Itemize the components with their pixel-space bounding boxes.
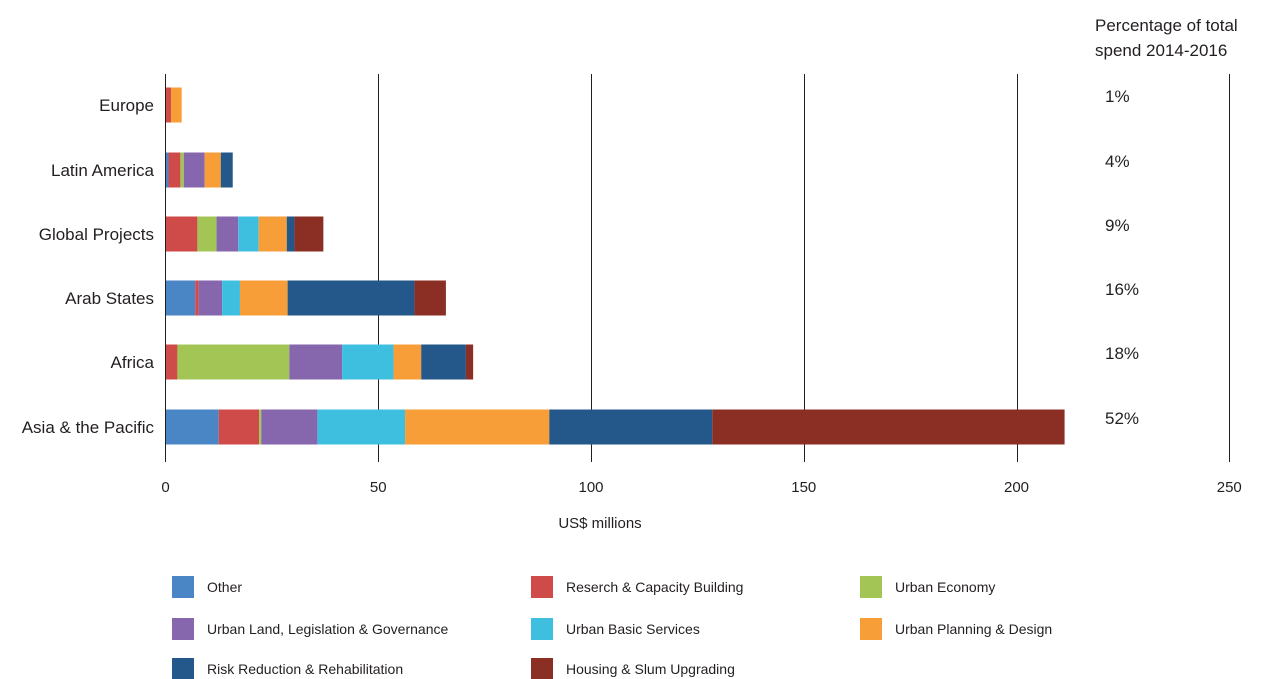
bar-segment bbox=[180, 152, 184, 188]
legend-swatch bbox=[531, 658, 553, 679]
legend-swatch bbox=[172, 576, 194, 598]
bars bbox=[165, 87, 1065, 445]
x-tick-label: 100 bbox=[578, 479, 603, 496]
bar-segment bbox=[165, 344, 178, 380]
category-label: Europe bbox=[99, 96, 154, 115]
bar-segment bbox=[289, 344, 343, 380]
bar-segment bbox=[286, 216, 295, 252]
bar-segment bbox=[165, 409, 219, 445]
category-label: Arab States bbox=[65, 289, 154, 308]
grid-lines bbox=[378, 74, 1230, 462]
bar-segment bbox=[177, 344, 290, 380]
bar-segment bbox=[317, 409, 406, 445]
legend-swatch bbox=[172, 658, 194, 679]
bar-segment bbox=[204, 152, 221, 188]
legend-item: Urban Planning & Design bbox=[860, 618, 1052, 640]
percentage-label: 16% bbox=[1105, 280, 1139, 299]
percentage-label: 1% bbox=[1105, 87, 1130, 106]
percentage-label: 9% bbox=[1105, 216, 1130, 235]
legend-item: Reserch & Capacity Building bbox=[531, 576, 743, 598]
legend-swatch bbox=[860, 618, 882, 640]
bar-segment bbox=[342, 344, 394, 380]
bar-segment bbox=[165, 152, 169, 188]
bar-segment bbox=[393, 344, 422, 380]
x-tick-label: 200 bbox=[1004, 479, 1029, 496]
legend-swatch bbox=[172, 618, 194, 640]
bar-segment bbox=[198, 280, 223, 316]
bar-segment bbox=[165, 216, 198, 252]
bar-segment bbox=[222, 280, 240, 316]
legend-label: Housing & Slum Upgrading bbox=[566, 661, 735, 677]
legend-swatch bbox=[860, 576, 882, 598]
bar-segment bbox=[414, 280, 446, 316]
bar-segment bbox=[239, 280, 288, 316]
legend-item: Urban Basic Services bbox=[531, 618, 700, 640]
percentage-header: Percentage of total spend 2014-2016 bbox=[1095, 16, 1242, 60]
bar-segment bbox=[258, 216, 287, 252]
x-tick-label: 150 bbox=[791, 479, 816, 496]
category-label: Africa bbox=[111, 353, 155, 372]
category-label: Global Projects bbox=[39, 225, 154, 244]
percentage-labels: 1% 4% 9% 16% 18% 52% bbox=[1105, 87, 1139, 428]
bar-segment bbox=[168, 152, 181, 188]
bar-segment bbox=[421, 344, 466, 380]
bar-segment bbox=[216, 216, 239, 252]
category-label: Asia & the Pacific bbox=[22, 418, 155, 437]
bar-segment bbox=[183, 152, 205, 188]
legend-item: Urban Economy bbox=[860, 576, 995, 598]
bar-segment bbox=[405, 409, 550, 445]
legend-label: Urban Economy bbox=[895, 579, 995, 595]
bar-segment bbox=[171, 87, 182, 123]
legend-label: Reserch & Capacity Building bbox=[566, 579, 743, 595]
legend-label: Urban Land, Legislation & Governance bbox=[207, 621, 448, 637]
legend-swatch bbox=[531, 576, 553, 598]
category-labels: Europe Latin America Global Projects Arab S… bbox=[22, 96, 155, 437]
legend-item: Other bbox=[172, 576, 242, 598]
legend-label: Urban Basic Services bbox=[566, 621, 700, 637]
percentage-label: 52% bbox=[1105, 409, 1139, 428]
bar-segment bbox=[259, 409, 262, 445]
percentage-label: 18% bbox=[1105, 344, 1139, 363]
legend-item: Urban Land, Legislation & Governance bbox=[172, 618, 448, 640]
legend: Other Reserch & Capacity Building Urban Ec… bbox=[172, 576, 1052, 679]
bar-segment bbox=[549, 409, 713, 445]
bar-segment bbox=[294, 216, 324, 252]
bar-segment bbox=[165, 87, 172, 123]
legend-label: Risk Reduction & Rehabilitation bbox=[207, 661, 403, 677]
bar-segment bbox=[220, 152, 233, 188]
x-tick-label: 50 bbox=[370, 479, 387, 496]
bar-segment bbox=[261, 409, 318, 445]
bar-segment bbox=[218, 409, 260, 445]
percentage-label: 4% bbox=[1105, 152, 1130, 171]
bar-segment bbox=[197, 216, 217, 252]
legend-item: Housing & Slum Upgrading bbox=[531, 658, 735, 679]
bar-segment bbox=[465, 344, 474, 380]
bar-segment bbox=[287, 280, 415, 316]
legend-label: Other bbox=[207, 579, 242, 595]
bar-segment bbox=[238, 216, 259, 252]
x-tick-label: 250 bbox=[1217, 479, 1242, 496]
legend-item: Risk Reduction & Rehabilitation bbox=[172, 658, 403, 679]
bar-segment bbox=[165, 280, 196, 316]
legend-swatch bbox=[531, 618, 553, 640]
bar-segment bbox=[195, 280, 199, 316]
x-tick-label: 0 bbox=[161, 479, 169, 496]
x-tick-labels: 0 50 100 150 200 250 bbox=[161, 479, 1241, 496]
bar-segment bbox=[712, 409, 1065, 445]
x-axis-label: US$ millions bbox=[558, 515, 641, 532]
legend-label: Urban Planning & Design bbox=[895, 621, 1052, 637]
category-label: Latin America bbox=[51, 161, 155, 180]
